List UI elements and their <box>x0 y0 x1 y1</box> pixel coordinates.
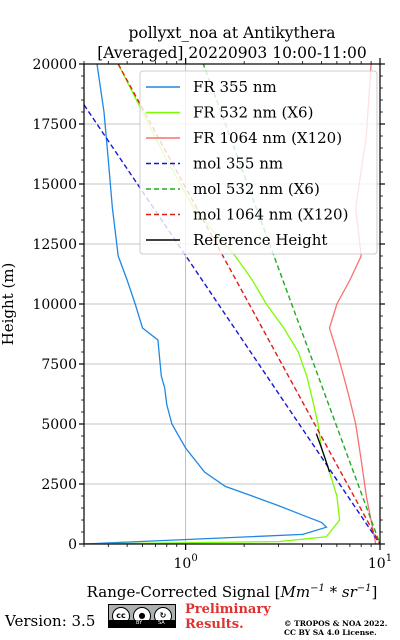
x-axis-label: Range-Corrected Signal [Mm−1 * sr−1] <box>87 583 378 600</box>
version-label: Version: 3.5 <box>5 612 96 630</box>
copyright-line1: © TROPOS & NOA 2022. <box>284 619 388 628</box>
copyright-notice: © TROPOS & NOA 2022. CC BY SA 4.0 Licens… <box>284 619 387 637</box>
y-tick-label-0: 0 <box>68 537 77 553</box>
cc-license-badge: cc ● ↻ BY SA <box>108 604 176 628</box>
y-tick-label-2: 5000 <box>41 417 77 433</box>
x-tick-label-1: 101 <box>368 553 392 572</box>
series-line-0 <box>84 64 328 544</box>
x-axis-label-exp1: −1 <box>310 583 325 594</box>
x-axis-label-exp2: −1 <box>357 583 372 594</box>
legend-label-5: mol 1064 nm (X120) <box>193 206 348 224</box>
x-axis-label-main: Range-Corrected Signal [ <box>87 583 281 600</box>
legend-box <box>139 70 378 255</box>
copyright-line2: CC BY SA 4.0 License. <box>284 628 377 637</box>
y-tick-label-7: 17500 <box>32 117 77 133</box>
y-tick-label-8: 20000 <box>32 57 77 73</box>
cc-badge-bar: BY SA <box>109 620 175 627</box>
x-tick-label-0: 100 <box>174 553 198 572</box>
legend-label-6: Reference Height <box>193 231 327 249</box>
chart-title: pollyxt_noa at Antikythera <box>128 24 335 42</box>
series-line-3 <box>84 104 380 544</box>
y-axis-label: Height (m) <box>0 263 17 346</box>
footer: Version: 3.5 cc ● ↻ BY SA Preliminary Re… <box>0 600 400 640</box>
y-tick-label-3: 7500 <box>41 357 77 373</box>
x-axis-label-unit: Mm <box>280 583 311 600</box>
x-axis-label-mid: * sr <box>325 583 358 600</box>
legend-label-0: FR 355 nm <box>193 78 277 96</box>
preliminary-line2: Results. <box>185 617 244 632</box>
legend-label-3: mol 355 nm <box>193 155 283 173</box>
cc-by-label: BY <box>136 620 143 626</box>
series-line-6 <box>315 433 331 473</box>
legend-label-2: FR 1064 nm (X120) <box>193 129 342 147</box>
preliminary-notice: Preliminary Results. <box>185 602 271 632</box>
legend: FR 355 nm FR 532 nm (X6) FR 1064 nm (X120)… <box>139 70 378 255</box>
legend-label-4: mol 532 nm (X6) <box>193 180 320 198</box>
cc-sa-label: SA <box>158 620 165 626</box>
x-axis-label-end: ] <box>372 583 378 600</box>
preliminary-line1: Preliminary <box>185 602 271 617</box>
y-tick-label-5: 12500 <box>32 237 77 253</box>
y-axis-ticks: 0 2500 5000 7500 10000 12500 15000 17500 20000 <box>32 57 385 553</box>
lidar-profile-chart: pollyxt_noa at Antikythera [Averaged] 20… <box>0 24 392 600</box>
y-tick-label-4: 10000 <box>32 297 77 313</box>
chart-subtitle: [Averaged] 20220903 10:00-11:00 <box>97 44 367 62</box>
y-tick-label-6: 15000 <box>32 177 77 193</box>
x-axis-ticks: 100 101 <box>83 58 392 572</box>
y-tick-label-1: 2500 <box>41 477 77 493</box>
legend-label-1: FR 532 nm (X6) <box>193 104 313 122</box>
